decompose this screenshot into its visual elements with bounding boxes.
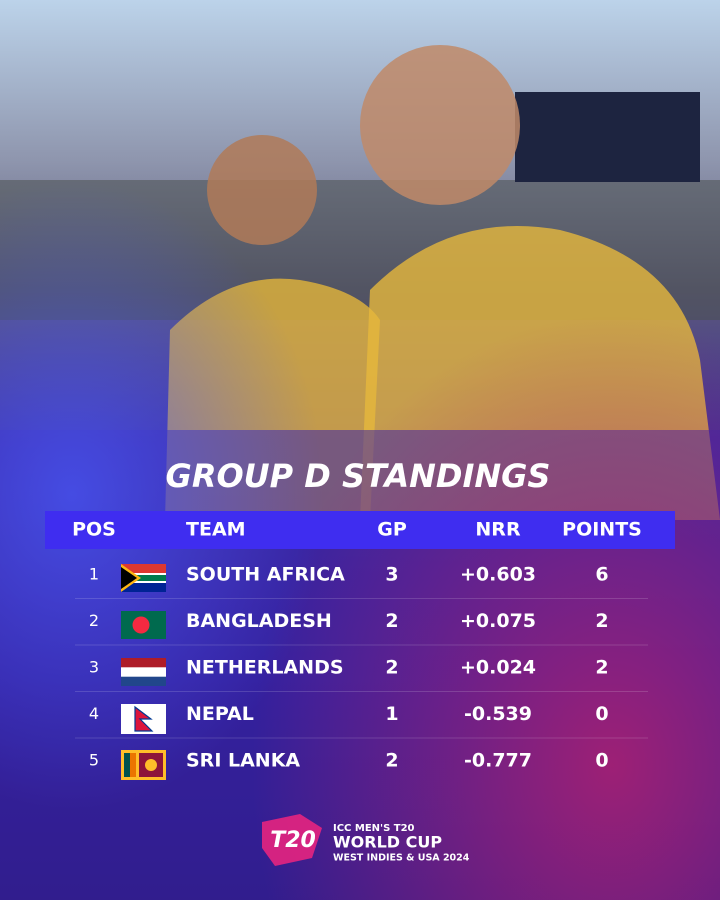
logo-shape	[262, 814, 322, 866]
cell: NEPAL	[186, 703, 254, 725]
flag-sri-lanka	[121, 750, 166, 780]
cell: 2	[385, 610, 398, 632]
position: 1	[89, 565, 99, 584]
cell: 0	[595, 703, 608, 725]
position: 4	[89, 704, 99, 723]
cell: NETHERLANDS	[186, 657, 344, 679]
column-header: POINTS	[562, 519, 642, 541]
logo-line1: ICC MEN'S T20	[333, 823, 415, 834]
cell: -0.777	[464, 750, 532, 772]
cell: SOUTH AFRICA	[186, 564, 345, 586]
cell: 2	[385, 657, 398, 679]
header-bar	[45, 511, 675, 549]
title: GROUP D STANDINGS	[166, 457, 551, 495]
column-header: NRR	[475, 519, 521, 541]
flag-nepal	[121, 704, 166, 734]
cell: 0	[595, 750, 608, 772]
logo: T20 ICC MEN'S T20 WORLD CUP WEST INDIES …	[262, 814, 470, 866]
position: 2	[89, 611, 99, 630]
flag-netherlands	[121, 658, 166, 686]
logo-line3: WEST INDIES & USA 2024	[333, 853, 470, 864]
column-header: POS	[72, 519, 116, 541]
column-header: TEAM	[186, 519, 246, 541]
position: 5	[89, 751, 99, 770]
position: 3	[89, 658, 99, 677]
cell: 1	[385, 703, 398, 725]
cell: BANGLADESH	[186, 610, 332, 632]
column-header: GP	[377, 519, 407, 541]
cell: 2	[385, 750, 398, 772]
cell: 3	[385, 564, 398, 586]
cell: 6	[595, 564, 608, 586]
cell: +0.024	[460, 657, 536, 679]
cell: +0.075	[460, 610, 536, 632]
cell: 2	[595, 657, 608, 679]
cell: +0.603	[460, 564, 536, 586]
flag-bangladesh	[121, 611, 166, 639]
logo-mark: T20	[270, 828, 316, 853]
logo-line2: WORLD CUP	[333, 833, 442, 852]
cell: SRI LANKA	[186, 750, 300, 772]
cell: 2	[595, 610, 608, 632]
cell: -0.539	[464, 703, 532, 725]
flag-south-africa	[121, 564, 166, 592]
